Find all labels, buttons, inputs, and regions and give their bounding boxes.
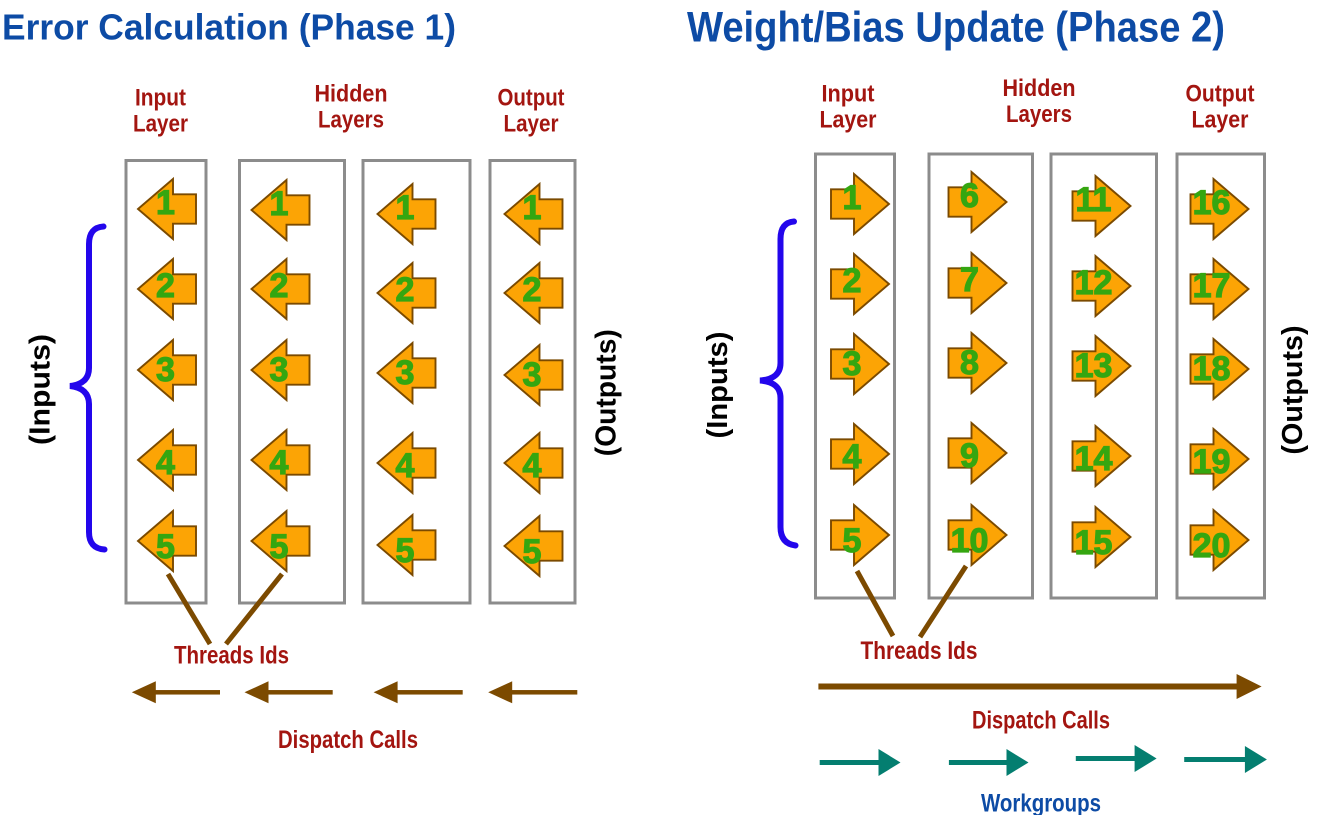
svg-text:3: 3 — [843, 345, 862, 383]
svg-text:1: 1 — [270, 185, 289, 223]
svg-text:4: 4 — [843, 438, 862, 476]
svg-text:3: 3 — [270, 351, 289, 389]
svg-text:4: 4 — [270, 444, 289, 482]
svg-text:20: 20 — [1193, 527, 1231, 565]
svg-text:5: 5 — [270, 528, 289, 566]
svg-text:(Inputs): (Inputs) — [702, 332, 734, 439]
svg-text:Output: Output — [498, 85, 565, 112]
svg-text:7: 7 — [960, 261, 979, 299]
svg-text:15: 15 — [1075, 524, 1113, 562]
svg-text:5: 5 — [396, 532, 415, 570]
svg-text:Layers: Layers — [318, 107, 384, 134]
svg-text:Layers: Layers — [1006, 101, 1072, 128]
svg-text:17: 17 — [1193, 267, 1231, 305]
svg-text:Output: Output — [1186, 81, 1255, 108]
svg-text:2: 2 — [523, 271, 542, 309]
svg-text:3: 3 — [156, 351, 175, 389]
svg-text:Error Calculation (Phase 1): Error Calculation (Phase 1) — [2, 7, 456, 48]
svg-text:Layer: Layer — [820, 107, 877, 134]
svg-text:Layer: Layer — [1192, 107, 1249, 134]
svg-text:2: 2 — [156, 267, 175, 305]
svg-text:5: 5 — [156, 528, 175, 566]
svg-text:(Outputs): (Outputs) — [1277, 326, 1309, 455]
svg-text:9: 9 — [960, 437, 979, 475]
svg-text:4: 4 — [156, 444, 175, 482]
svg-text:10: 10 — [951, 522, 989, 560]
svg-text:Dispatch Calls: Dispatch Calls — [278, 726, 418, 754]
svg-text:Workgroups: Workgroups — [981, 790, 1101, 816]
svg-text:19: 19 — [1193, 443, 1231, 481]
svg-text:Hidden: Hidden — [1003, 75, 1076, 102]
svg-text:5: 5 — [843, 522, 862, 560]
svg-text:(Inputs): (Inputs) — [25, 334, 57, 445]
svg-text:5: 5 — [523, 533, 542, 571]
svg-text:16: 16 — [1193, 184, 1231, 222]
svg-text:(Outputs): (Outputs) — [591, 329, 623, 456]
svg-text:Input: Input — [822, 81, 875, 108]
svg-text:14: 14 — [1075, 440, 1113, 478]
svg-text:1: 1 — [396, 189, 415, 227]
svg-text:8: 8 — [960, 344, 979, 382]
svg-text:11: 11 — [1076, 181, 1112, 219]
svg-text:6: 6 — [960, 177, 979, 215]
svg-text:12: 12 — [1075, 264, 1113, 302]
svg-text:Weight/Bias Update (Phase 2): Weight/Bias Update (Phase 2) — [687, 4, 1225, 52]
svg-text:2: 2 — [843, 262, 862, 300]
svg-text:18: 18 — [1193, 350, 1231, 388]
svg-text:2: 2 — [270, 267, 289, 305]
svg-text:1: 1 — [523, 189, 542, 227]
svg-text:2: 2 — [396, 271, 415, 309]
svg-text:4: 4 — [396, 447, 415, 485]
svg-text:13: 13 — [1075, 347, 1113, 385]
svg-text:3: 3 — [523, 356, 542, 394]
svg-text:Input: Input — [135, 85, 186, 112]
svg-text:Threads Ids: Threads Ids — [174, 642, 289, 670]
svg-text:3: 3 — [396, 354, 415, 392]
svg-text:Layer: Layer — [133, 111, 188, 138]
svg-text:Threads Ids: Threads Ids — [861, 637, 978, 665]
svg-text:Hidden: Hidden — [315, 81, 388, 108]
svg-text:1: 1 — [843, 179, 862, 217]
svg-text:Layer: Layer — [504, 111, 559, 138]
svg-text:4: 4 — [523, 447, 542, 485]
svg-text:Dispatch Calls: Dispatch Calls — [972, 707, 1110, 735]
svg-text:1: 1 — [156, 184, 175, 222]
